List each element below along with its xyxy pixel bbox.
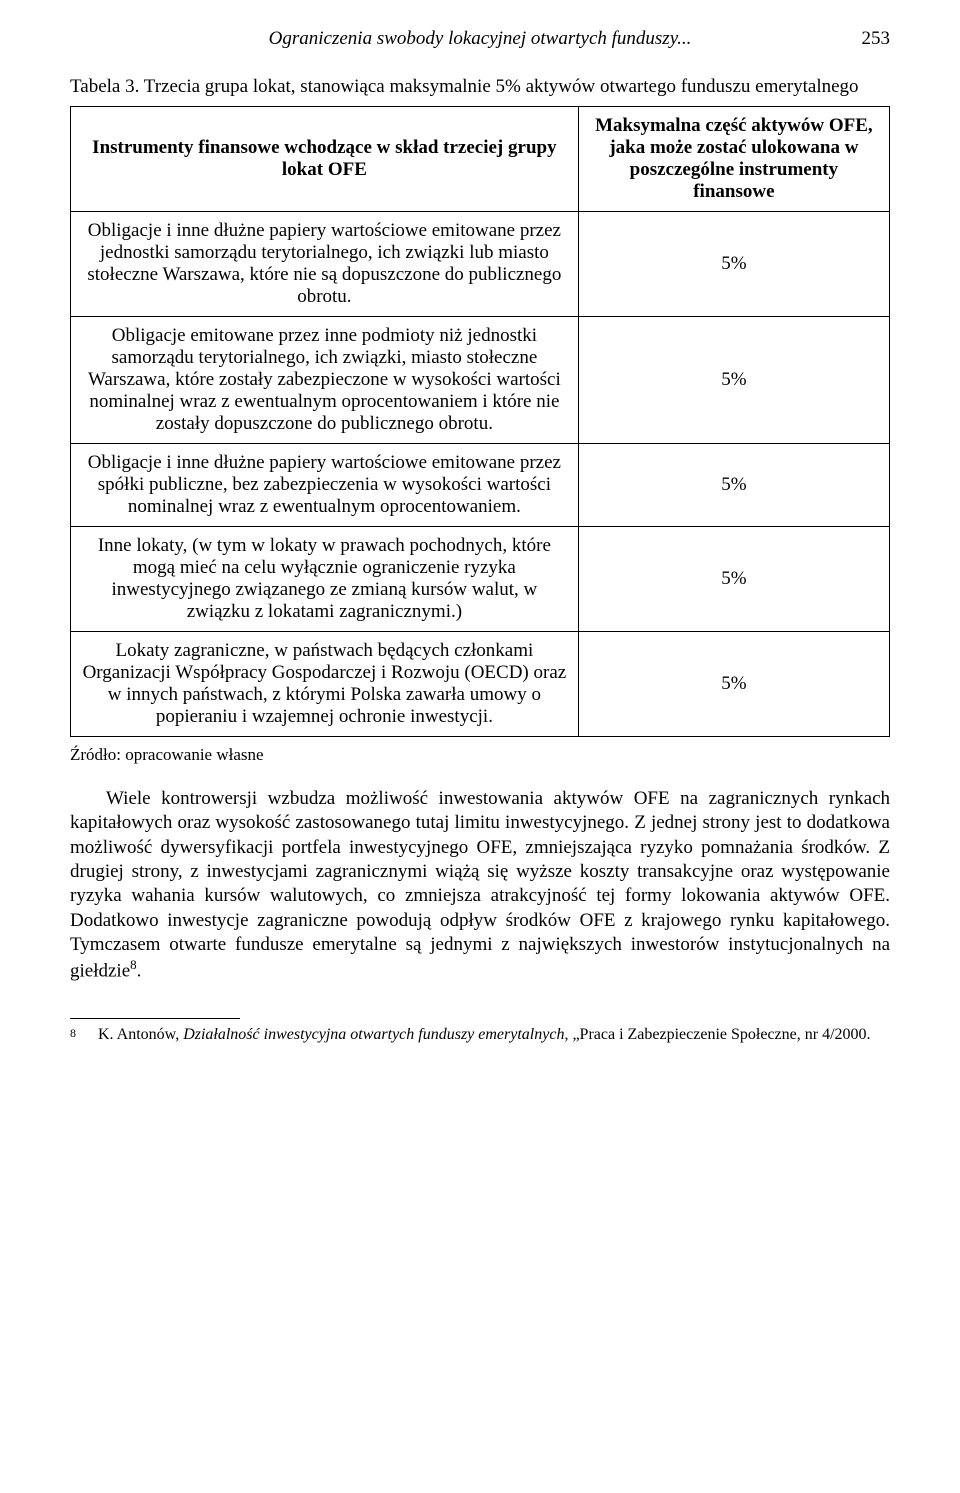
table-cell-limit: 5% [578,444,889,527]
footnote: 8 K. Antonów, Działalność inwestycyjna o… [70,1025,890,1045]
running-head-title: Ograniczenia swobody lokacyjnej otwartyc… [120,28,840,50]
body-paragraph-text: Wiele kontrowersji wzbudza możliwość inw… [70,788,890,982]
table-cell-limit: 5% [578,212,889,317]
running-head: Ograniczenia swobody lokacyjnej otwartyc… [70,28,890,50]
table-row: Lokaty zagraniczne, w państwach będących… [71,632,890,737]
footnote-number: 8 [70,1025,98,1045]
table-source: Źródło: opracowanie własne [70,745,890,765]
table-cell-instrument: Inne lokaty, (w tym w lokaty w prawach p… [71,527,579,632]
body-paragraph: Wiele kontrowersji wzbudza możliwość inw… [70,787,890,984]
table-cell-instrument: Obligacje emitowane przez inne podmioty … [71,317,579,444]
table-header-row: Instrumenty finansowe wchodzące w skład … [71,107,890,212]
table-row: Obligacje i inne dłużne papiery wartości… [71,444,890,527]
table-description: Trzecia grupa lokat, stanowiąca maksymal… [144,76,859,97]
table-caption: Tabela 3. Trzecia grupa lokat, stanowiąc… [70,76,890,98]
running-head-page-number: 253 [840,28,890,50]
table-label: Tabela 3. [70,76,139,97]
footnote-author: K. Antonów, [98,1026,183,1043]
footnote-text: K. Antonów, Działalność inwestycyjna otw… [98,1025,890,1045]
table-cell-limit: 5% [578,317,889,444]
table-cell-limit: 5% [578,527,889,632]
table-cell-instrument: Lokaty zagraniczne, w państwach będących… [71,632,579,737]
footnote-title: Działalność inwestycyjna otwartych fundu… [183,1026,564,1043]
page: Ograniczenia swobody lokacyjnej otwartyc… [0,0,960,1085]
table-row: Obligacje emitowane przez inne podmioty … [71,317,890,444]
table-header-instruments: Instrumenty finansowe wchodzące w skład … [71,107,579,212]
table-header-limit: Maksymalna część akty­wów OFE, jaka może… [578,107,889,212]
lokat-table: Instrumenty finansowe wchodzące w skład … [70,106,890,737]
table-row: Inne lokaty, (w tym w lokaty w prawach p… [71,527,890,632]
table-cell-instrument: Obligacje i inne dłużne papiery wartości… [71,212,579,317]
table-row: Obligacje i inne dłużne papiery wartości… [71,212,890,317]
footnote-separator [70,1018,240,1019]
table-cell-limit: 5% [578,632,889,737]
body-paragraph-end: . [137,961,142,982]
table-cell-instrument: Obligacje i inne dłużne papiery wartości… [71,444,579,527]
footnote-rest: , „Praca i Zabezpieczenie Społeczne, nr … [564,1026,870,1043]
